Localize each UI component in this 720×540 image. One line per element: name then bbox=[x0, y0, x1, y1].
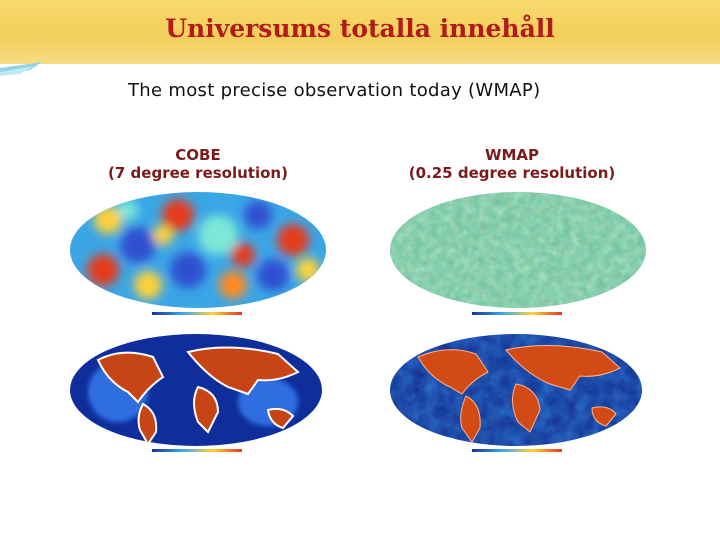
cobe-title: COBE bbox=[175, 146, 221, 164]
slide-title: Universums totalla innehåll bbox=[165, 14, 555, 43]
cobe-cmb-map bbox=[70, 192, 326, 308]
wmap-earth-map bbox=[390, 334, 642, 446]
title-banner bbox=[0, 0, 720, 76]
wmap-cmb-map bbox=[390, 192, 646, 308]
slide-subtitle: The most precise observation today (WMAP… bbox=[128, 80, 541, 101]
cobe-earth-map bbox=[70, 334, 322, 446]
wmap-resolution: (0.25 degree resolution) bbox=[408, 164, 616, 182]
cobe-color-scale bbox=[152, 312, 242, 315]
wmap-label: WMAP (0.25 degree resolution) bbox=[392, 146, 632, 182]
wmap-color-scale bbox=[472, 312, 562, 315]
cobe-resolution: (7 degree resolution) bbox=[108, 164, 288, 182]
banner-ribbon-decoration bbox=[0, 62, 42, 76]
cobe-earth-scale bbox=[152, 449, 242, 452]
wmap-earth-scale bbox=[472, 449, 562, 452]
cobe-label: COBE (7 degree resolution) bbox=[88, 146, 308, 182]
wmap-title: WMAP bbox=[484, 146, 540, 164]
